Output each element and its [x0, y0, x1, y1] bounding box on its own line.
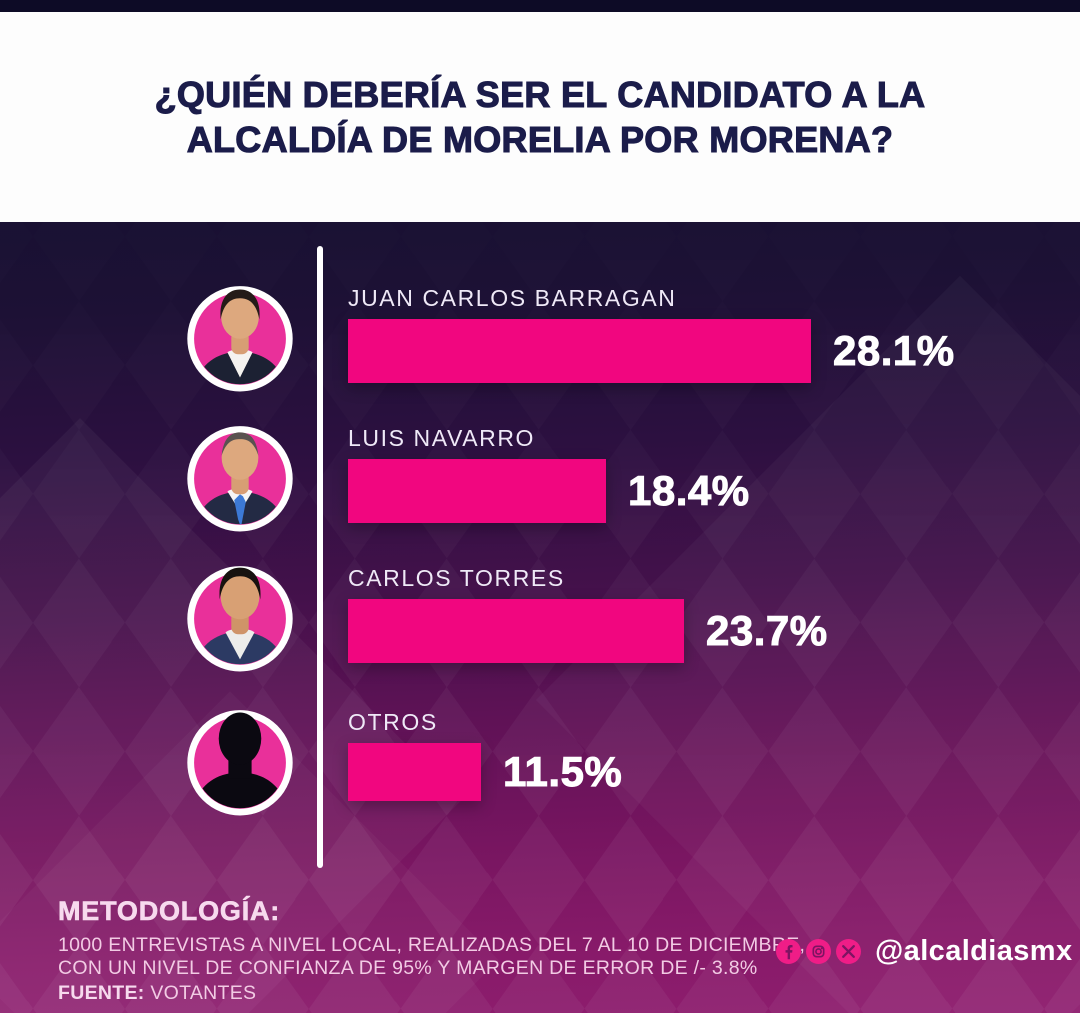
chart-row-luis-navarro: LUIS NAVARRO 18.4%: [0, 423, 1080, 555]
instagram-icon: [806, 939, 831, 964]
result-bar: [348, 599, 684, 663]
methodology-block: METODOLOGÍA: 1000 ENTREVISTAS A NIVEL LO…: [58, 896, 805, 1005]
candidate-name-label: CARLOS TORRES: [348, 565, 565, 591]
candidate-name-label: LUIS NAVARRO: [348, 425, 536, 451]
source-line: FUENTE: VOTANTES: [58, 982, 805, 1005]
methodology-title: METODOLOGÍA:: [58, 896, 281, 927]
result-bar: [348, 319, 811, 383]
candidate-avatar: [182, 269, 298, 402]
social-media-block: @alcaldiasmx: [776, 935, 1073, 968]
page-title-line1: ¿QUIÉN DEBERÍA SER EL CANDIDATO A LA: [154, 73, 926, 115]
candidate-avatar: [182, 549, 298, 682]
methodology-line2: CON UN NIVEL DE CONFIANZA DE 95% Y MARGE…: [58, 957, 758, 979]
candidate-avatar: [182, 409, 298, 542]
page-title-line2: ALCALDÍA DE MORELIA POR MORENA?: [186, 118, 894, 160]
top-border-strip: [0, 0, 1080, 12]
result-percentage: 18.4%: [628, 467, 750, 515]
facebook-icon: [776, 939, 801, 964]
source-label: FUENTE:: [58, 982, 145, 1004]
result-bar: [348, 459, 606, 523]
candidate-name-label: OTROS: [348, 709, 438, 735]
chart-axis-divider: [317, 246, 323, 868]
chart-row-juan-carlos-barragan: JUAN CARLOS BARRAGAN 28.1%: [0, 283, 1080, 415]
page-title: ¿QUIÉN DEBERÍA SER EL CANDIDATO A LA ALC…: [154, 72, 926, 162]
candidate-name-label: JUAN CARLOS BARRAGAN: [348, 285, 677, 311]
methodology-line1: 1000 ENTREVISTAS A NIVEL LOCAL, REALIZAD…: [58, 934, 806, 956]
x-icon: [836, 939, 861, 964]
source-value: VOTANTES: [150, 982, 257, 1004]
chart-row-otros: OTROS 11.5%: [0, 707, 1080, 839]
social-handle: @alcaldiasmx: [875, 935, 1073, 967]
result-percentage: 28.1%: [833, 327, 955, 375]
result-percentage: 23.7%: [706, 607, 828, 655]
result-percentage: 11.5%: [502, 748, 623, 796]
title-panel: ¿QUIÉN DEBERÍA SER EL CANDIDATO A LA ALC…: [0, 12, 1080, 222]
result-bar: [348, 743, 481, 801]
chart-row-carlos-torres: CARLOS TORRES 23.7%: [0, 563, 1080, 695]
anonymous-avatar-icon: [182, 693, 298, 826]
